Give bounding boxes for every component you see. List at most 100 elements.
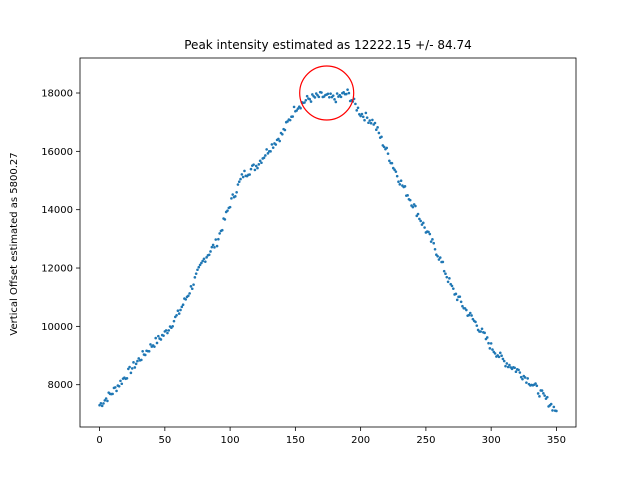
data-point <box>113 386 117 389</box>
data-point <box>431 238 434 241</box>
data-point <box>551 409 554 412</box>
data-point <box>421 221 425 225</box>
x-tick-label: 100 <box>221 435 240 446</box>
y-tick-label: 18000 <box>41 89 73 100</box>
data-point <box>239 177 242 181</box>
data-point <box>363 118 366 122</box>
x-tick-label: 300 <box>482 435 501 446</box>
data-point <box>555 409 558 413</box>
data-point <box>442 269 446 273</box>
data-point <box>317 95 321 99</box>
data-point <box>117 384 121 388</box>
data-point <box>479 330 483 333</box>
data-point <box>309 100 313 103</box>
data-point <box>364 111 368 115</box>
data-point <box>241 175 245 179</box>
data-point <box>489 342 493 345</box>
data-point <box>237 180 241 184</box>
data-point <box>361 115 365 119</box>
data-point <box>292 105 296 109</box>
data-point <box>491 348 494 351</box>
data-point <box>200 261 203 265</box>
data-point <box>552 405 556 409</box>
y-tick-label: 8000 <box>48 380 73 391</box>
plot-frame <box>79 57 577 428</box>
data-point <box>149 343 152 346</box>
data-point <box>545 395 549 399</box>
data-point <box>189 285 193 288</box>
data-point <box>270 143 274 146</box>
data-point <box>320 91 323 94</box>
data-point <box>329 92 332 95</box>
data-point <box>513 366 516 370</box>
data-point <box>416 212 420 216</box>
data-point <box>441 260 445 264</box>
data-point <box>461 304 464 308</box>
data-point <box>240 173 244 176</box>
data-point <box>452 287 455 290</box>
data-point <box>394 170 398 173</box>
data-point <box>204 260 207 263</box>
x-tick-label: 200 <box>351 435 370 446</box>
data-point <box>231 193 235 196</box>
data-point <box>252 163 255 166</box>
data-point <box>220 228 224 232</box>
data-point <box>377 131 381 135</box>
data-point <box>305 94 309 98</box>
data-point <box>468 311 472 315</box>
data-point <box>140 358 143 362</box>
data-point <box>415 214 419 218</box>
data-point <box>408 198 412 202</box>
data-point <box>167 329 171 332</box>
data-point <box>211 243 215 247</box>
peak-annotation-circle <box>299 65 355 121</box>
data-point <box>518 371 522 374</box>
data-point <box>184 298 188 301</box>
data-point <box>388 159 391 163</box>
data-point <box>126 367 130 371</box>
data-point <box>475 324 479 327</box>
data-point <box>143 353 147 357</box>
x-tick-label: 50 <box>158 435 171 446</box>
data-point <box>374 128 378 132</box>
data-point <box>393 168 396 172</box>
data-point <box>376 126 379 129</box>
data-point <box>288 118 292 122</box>
data-point <box>344 92 348 96</box>
data-point <box>218 232 221 235</box>
data-point <box>360 112 364 116</box>
data-point <box>535 384 539 388</box>
data-point <box>418 217 421 221</box>
data-point <box>153 345 156 348</box>
data-point <box>262 156 266 160</box>
y-tick-label: 14000 <box>41 205 73 216</box>
data-point <box>311 93 314 96</box>
x-tick-label: 250 <box>416 435 435 446</box>
data-point <box>517 368 520 372</box>
data-point <box>277 137 280 141</box>
data-point <box>176 309 180 313</box>
data-point <box>188 292 191 295</box>
data-point <box>194 272 198 275</box>
data-point <box>397 180 400 184</box>
data-point <box>326 92 330 96</box>
data-point <box>519 375 523 379</box>
data-point <box>498 351 502 355</box>
data-point <box>125 376 129 380</box>
data-point <box>488 347 492 350</box>
data-point <box>368 119 372 122</box>
data-point <box>230 197 233 200</box>
data-point <box>432 241 436 245</box>
data-point <box>380 135 383 139</box>
data-point <box>213 246 216 249</box>
data-point <box>111 392 114 396</box>
data-point <box>480 327 484 331</box>
data-point <box>223 218 227 221</box>
data-point <box>398 183 402 186</box>
data-point <box>465 308 468 312</box>
data-point <box>295 109 298 112</box>
data-point <box>228 205 232 209</box>
data-point <box>526 377 530 380</box>
data-point <box>501 357 505 361</box>
